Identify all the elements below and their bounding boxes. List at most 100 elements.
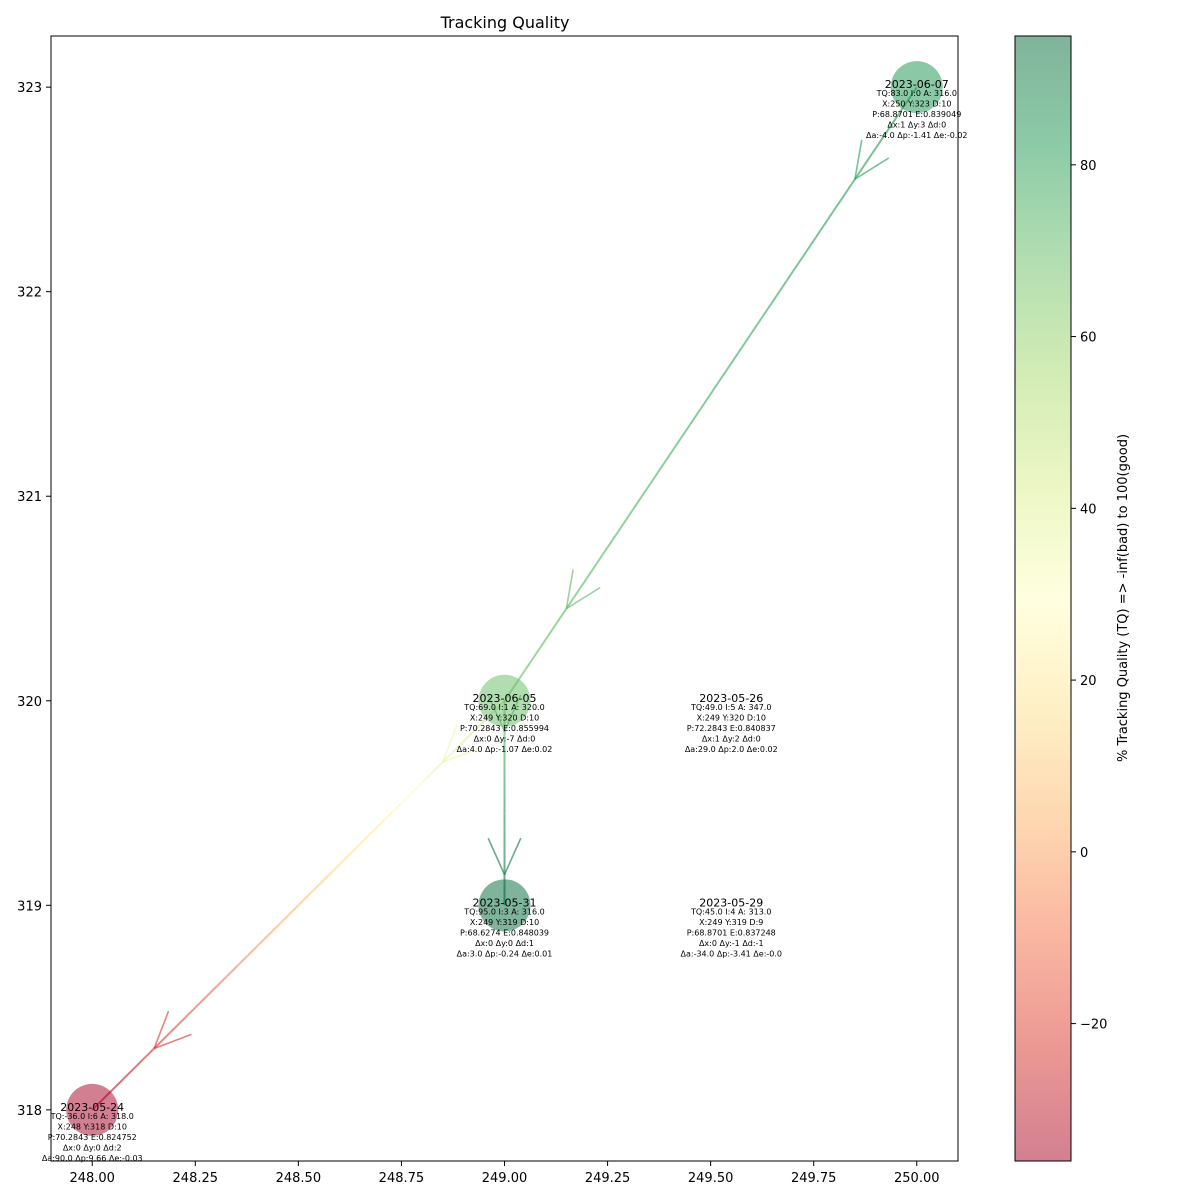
path-segment <box>864 147 877 165</box>
point-info-line: Δx:1 Δy:3 Δd:0 <box>887 121 946 130</box>
path-segment <box>833 193 846 211</box>
point-date-label: 2023-06-07 <box>885 78 949 91</box>
point-info-line: X:249 Y:320 D:10 <box>470 713 539 722</box>
path-segment <box>452 740 464 753</box>
colorbar: −20 0 20 40 60 80 <box>1014 35 1107 1162</box>
arrowhead-stroke <box>487 837 506 875</box>
path-segment <box>534 638 547 656</box>
point-info-line: X:248 Y:318 D:10 <box>58 1122 127 1131</box>
arrowhead-stroke <box>565 569 574 609</box>
path-segment <box>606 531 619 548</box>
x-tick-label: 248.00 <box>69 1171 115 1186</box>
path-segment <box>472 720 485 733</box>
x-axis: 248.00 248.25 248.50 248.75 249.00 249.25 249.… <box>69 1161 940 1186</box>
point-info-line: P:72.2843 E:0.840837 <box>687 724 776 733</box>
y-tick-label: 318 <box>17 1104 42 1119</box>
path-segment <box>390 802 403 814</box>
path-segment <box>277 914 289 927</box>
path-segment <box>751 316 764 334</box>
path-segment <box>132 1058 145 1070</box>
path-segment <box>318 873 330 886</box>
arrowhead-stroke <box>565 586 601 610</box>
path-segment <box>781 270 794 288</box>
point-info-line: Δx:0 Δy:-7 Δd:0 <box>474 734 536 743</box>
path-segment <box>720 362 733 380</box>
path-segment <box>338 853 351 866</box>
path-segment <box>771 286 784 303</box>
point-info-line: Δx:0 Δy:-1 Δd:-1 <box>699 939 764 948</box>
path-segment <box>256 935 269 947</box>
path-segment <box>204 986 217 999</box>
y-tick-label: 321 <box>17 490 42 505</box>
colorbar-tick-label: 40 <box>1080 502 1097 517</box>
path-segment <box>421 771 434 784</box>
path-segment <box>699 393 712 410</box>
path-segment <box>885 117 897 134</box>
path-segment <box>761 301 774 318</box>
path-segment <box>678 424 691 441</box>
path-segment <box>586 562 599 579</box>
path-segment <box>637 485 650 502</box>
path-segment <box>328 863 341 876</box>
path-segment <box>689 408 702 426</box>
point-date-label: 2023-05-26 <box>699 692 763 705</box>
path-segment <box>627 500 640 518</box>
path-segment <box>441 751 454 763</box>
colorbar-tick-label: 80 <box>1080 159 1097 174</box>
path-segment <box>740 332 753 349</box>
path-segment <box>555 608 568 625</box>
path-segment <box>307 884 320 896</box>
colorbar-label: % Tracking Quality (TQ) => -inf(bad) to … <box>1116 434 1131 762</box>
point-date-label: 2023-06-05 <box>473 692 537 705</box>
path-segment <box>411 781 423 794</box>
path-segment <box>658 454 671 472</box>
path-segment <box>184 1006 196 1019</box>
path-segment <box>843 178 856 196</box>
path-segment <box>173 1017 186 1029</box>
colorbar-tick-label: 0 <box>1080 846 1088 861</box>
y-tick-label: 320 <box>17 695 42 710</box>
x-tick-label: 249.75 <box>791 1171 837 1186</box>
path-segment <box>122 1068 135 1080</box>
point-info-line: TQ:49.0 I:5 A: 347.0 <box>690 703 771 712</box>
x-tick-label: 250.00 <box>894 1171 940 1186</box>
chart-title: Tracking Quality <box>440 13 570 32</box>
arrowhead-stroke <box>441 724 458 763</box>
point-info-line: Δa:-4.0 Δp:-1.41 Δe:-0.02 <box>866 131 968 140</box>
x-tick-label: 249.00 <box>482 1171 528 1186</box>
arrowhead-stroke <box>153 1033 192 1050</box>
y-tick-label: 322 <box>17 286 42 301</box>
y-tick-label: 319 <box>17 899 42 914</box>
path-segment <box>647 470 660 487</box>
track-markers <box>66 61 943 1136</box>
point-info-line: X:249 Y:319 D:9 <box>699 918 763 927</box>
path-segment <box>153 1037 166 1050</box>
path-segment <box>802 239 815 257</box>
path-segment <box>400 792 413 804</box>
colorbar-tick-label: −20 <box>1080 1018 1107 1033</box>
y-tick-label: 323 <box>17 81 42 96</box>
arrowhead-stroke <box>442 747 481 763</box>
point-info-line: P:70.2843 E:0.855994 <box>460 724 549 733</box>
arrowhead-stroke <box>854 139 863 180</box>
point-info-line: P:70.2843 E:0.824752 <box>48 1133 137 1142</box>
point-marker <box>66 1083 119 1136</box>
path-segment <box>709 378 722 395</box>
x-tick-label: 248.25 <box>173 1171 219 1186</box>
point-info-line: Δa:29.0 Δp:2.0 Δe:0.02 <box>685 745 778 754</box>
path-segment <box>544 623 557 640</box>
arrowhead-stroke <box>854 157 890 180</box>
path-segment <box>215 976 227 988</box>
path-segment <box>349 843 361 855</box>
point-info-line: TQ:95.0 I:3 A: 316.0 <box>463 907 544 916</box>
colorbar-frame <box>1014 35 1072 1162</box>
path-segment <box>462 730 475 743</box>
path-segment <box>359 833 372 845</box>
point-info-line: Δx:1 Δy:2 Δd:0 <box>702 734 761 743</box>
y-axis: 318 319 320 321 322 323 <box>17 81 51 1119</box>
path-segment <box>874 132 887 150</box>
point-marker <box>478 879 531 932</box>
path-segment <box>575 577 588 594</box>
point-marker <box>890 61 943 114</box>
path-segment <box>266 925 279 937</box>
